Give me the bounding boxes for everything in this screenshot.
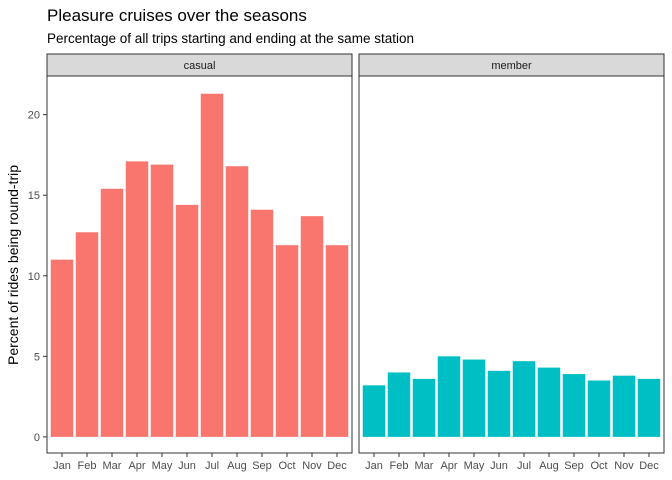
x-tick-label: Sep xyxy=(252,460,272,472)
panel-border xyxy=(358,75,665,454)
bar xyxy=(387,372,411,437)
x-tick-label: Mar xyxy=(415,460,434,472)
bar xyxy=(100,188,124,437)
y-axis-title: Percent of rides being round-trip xyxy=(5,165,21,365)
bar xyxy=(200,93,224,437)
x-tick-label: Nov xyxy=(302,460,322,472)
x-tick-label: Apr xyxy=(440,460,457,472)
bar xyxy=(362,385,386,437)
x-tick-label: Sep xyxy=(564,460,584,472)
panel-border xyxy=(46,75,353,454)
bar xyxy=(75,232,99,437)
x-tick-label: Dec xyxy=(327,460,347,472)
x-tick-label: Feb xyxy=(390,460,409,472)
y-tick-label: 0 xyxy=(34,432,40,444)
bar xyxy=(225,166,249,437)
bar xyxy=(637,378,661,437)
x-tick-label: Jan xyxy=(365,460,383,472)
bar xyxy=(150,164,174,437)
x-tick-label: Mar xyxy=(103,460,122,472)
x-tick-label: May xyxy=(464,460,485,472)
bar xyxy=(300,216,324,437)
y-tick-label: 20 xyxy=(28,110,40,122)
bar xyxy=(462,359,486,437)
facet-panels: casual Jan Feb Mar Apr May Jun Jul Aug Sep Oct Nov D… xyxy=(28,53,665,472)
y-tick-label: 5 xyxy=(34,351,40,363)
x-tick-label: Jan xyxy=(53,460,71,472)
x-tick-label: Nov xyxy=(614,460,634,472)
y-tick-label: 10 xyxy=(28,271,40,283)
bar xyxy=(487,370,511,437)
bar xyxy=(275,245,299,437)
x-tick-label: Jun xyxy=(178,460,196,472)
x-tick-label: Jun xyxy=(490,460,508,472)
x-tick-label: Jul xyxy=(205,460,219,472)
bar xyxy=(175,204,199,437)
bar xyxy=(250,209,274,437)
x-tick-label: Aug xyxy=(227,460,247,472)
x-tick-label: Oct xyxy=(278,460,295,472)
bar xyxy=(587,380,611,437)
facet-strip-label: member xyxy=(491,60,532,72)
chart-title: Pleasure cruises over the seasons xyxy=(47,6,307,25)
bar xyxy=(412,378,436,437)
bar xyxy=(512,361,536,437)
chart-subtitle: Percentage of all trips starting and end… xyxy=(47,31,414,46)
x-tick-label: Feb xyxy=(78,460,97,472)
x-tick-label: Dec xyxy=(639,460,659,472)
x-tick-label: Aug xyxy=(539,460,559,472)
facet-strip-label: casual xyxy=(184,60,216,72)
bar xyxy=(50,259,74,437)
bar xyxy=(437,356,461,437)
bar xyxy=(125,161,149,437)
x-tick-label: Apr xyxy=(128,460,145,472)
bar xyxy=(562,374,586,437)
bar xyxy=(325,245,349,437)
y-tick-label: 15 xyxy=(28,190,40,202)
x-tick-label: Oct xyxy=(590,460,607,472)
bar xyxy=(537,367,561,437)
bar xyxy=(612,375,636,437)
x-tick-label: May xyxy=(152,460,173,472)
x-tick-label: Jul xyxy=(517,460,531,472)
